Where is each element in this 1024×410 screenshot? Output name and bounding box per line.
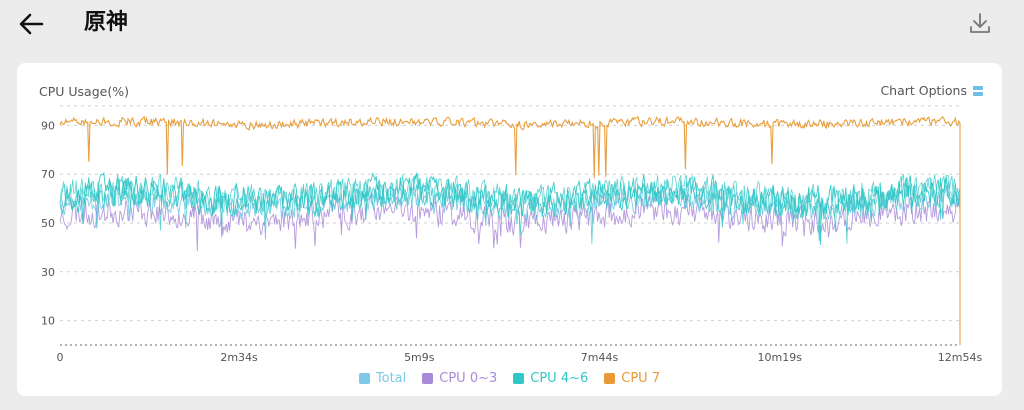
y-tick-label: 30	[41, 266, 55, 279]
legend-item-total[interactable]: Total	[358, 371, 407, 386]
x-tick-label: 2m34s	[220, 351, 258, 363]
x-tick-label: 7m44s	[581, 351, 619, 363]
legend-label: Total	[375, 371, 407, 386]
series-cpu-7-line	[59, 115, 961, 345]
chart-options-label: Chart Options	[880, 83, 967, 98]
back-button[interactable]	[16, 10, 48, 38]
legend-swatch	[358, 373, 370, 384]
legend-label: CPU 4~6	[530, 371, 589, 386]
arrow-left-icon	[19, 13, 44, 35]
y-tick-label: 10	[41, 315, 55, 328]
y-tick-label: 50	[41, 217, 55, 230]
chart-options-button[interactable]: Chart Options	[880, 83, 984, 98]
legend-label: CPU 7	[621, 371, 661, 386]
download-icon	[970, 13, 990, 33]
x-tick-label: 5m9s	[404, 351, 435, 363]
legend-swatch	[422, 373, 434, 384]
x-tick-label: 12m54s	[938, 351, 983, 363]
page-title: 原神	[84, 10, 129, 35]
series-cpu-4-6-line	[59, 174, 961, 244]
y-tick-label: 90	[41, 119, 55, 132]
series-cpu-0-3-line	[59, 194, 961, 252]
legend-item-cpu-4-6[interactable]: CPU 4~6	[513, 371, 588, 386]
stack-icon	[973, 85, 983, 96]
x-tick-label: 10m19s	[758, 351, 803, 363]
legend-item-cpu-0-3[interactable]: CPU 0~3	[422, 371, 497, 386]
series-cpu-4-6-line	[59, 172, 961, 244]
legend-label: CPU 0~3	[439, 371, 498, 386]
legend-swatch	[604, 373, 616, 384]
y-tick-label: 70	[41, 168, 55, 181]
download-button[interactable]	[966, 10, 994, 38]
legend-swatch	[513, 373, 525, 384]
x-tick-label: 0	[57, 351, 64, 363]
top-bar: 原神	[0, 0, 1024, 52]
cpu-usage-card: CPU Usage(%) Chart Options 10 30 50 70 90 0 2m…	[17, 63, 1002, 396]
chart-legend: Total CPU 0~3 CPU 4~6 CPU 7	[17, 371, 1002, 386]
legend-item-cpu-7[interactable]: CPU 7	[604, 371, 660, 386]
chart-title: CPU Usage(%)	[39, 84, 129, 99]
cpu-usage-chart: 10 30 50 70 90 0 2m34s 5m9s 7m44s 10m19s 12m54s	[41, 105, 983, 363]
